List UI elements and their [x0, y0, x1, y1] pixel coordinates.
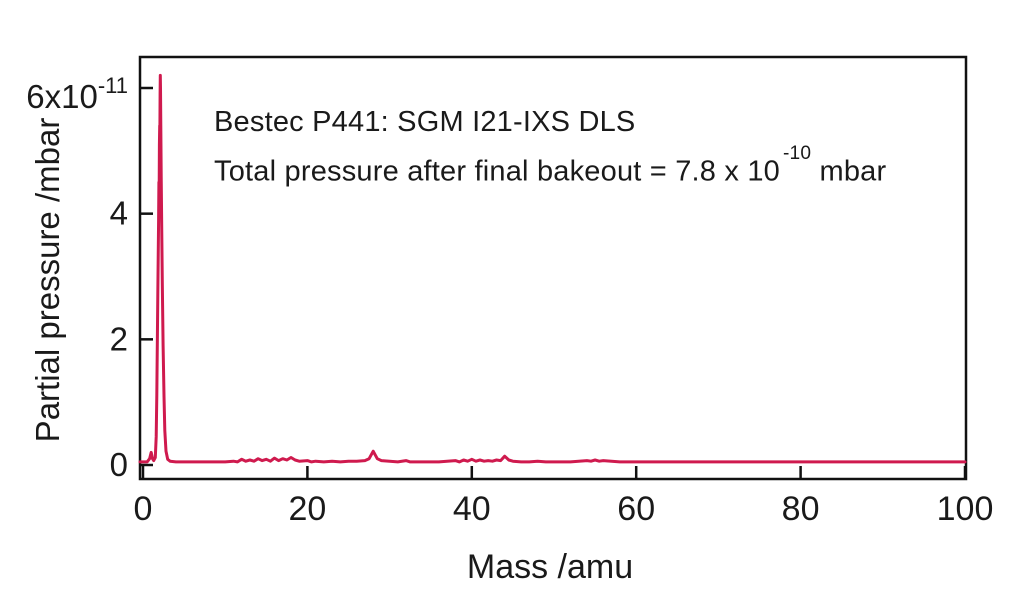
y-tick-label: 4	[110, 195, 128, 232]
y-axis-label: Partial pressure /mbar	[29, 117, 66, 443]
x-tick-label: 0	[134, 490, 153, 528]
x-tick-label: 60	[617, 490, 655, 528]
y-tick-label: 0	[110, 446, 128, 483]
x-tick-label: 80	[782, 490, 820, 528]
x-axis-label: Mass /amu	[466, 548, 634, 586]
x-tick-label: 20	[288, 490, 326, 528]
annotation-exponent: -10	[782, 142, 812, 164]
annotation-total-pressure: Total pressure after final bakeout = 7.8…	[214, 143, 887, 189]
spectrum-line	[138, 73, 967, 464]
plot-frame	[138, 55, 968, 481]
annotation-total-pressure-text: Total pressure after final bakeout = 7.8…	[214, 155, 780, 188]
x-tick-label: 40	[453, 490, 491, 528]
y-tick-label: 2	[110, 320, 128, 357]
annotation-instrument-title: Bestec P441: SGM I21-IXS DLS	[214, 106, 636, 138]
y-tick-label: 6x10-11	[26, 73, 128, 115]
annotation-unit: mbar	[811, 155, 887, 188]
x-tick-label: 100	[937, 490, 994, 528]
